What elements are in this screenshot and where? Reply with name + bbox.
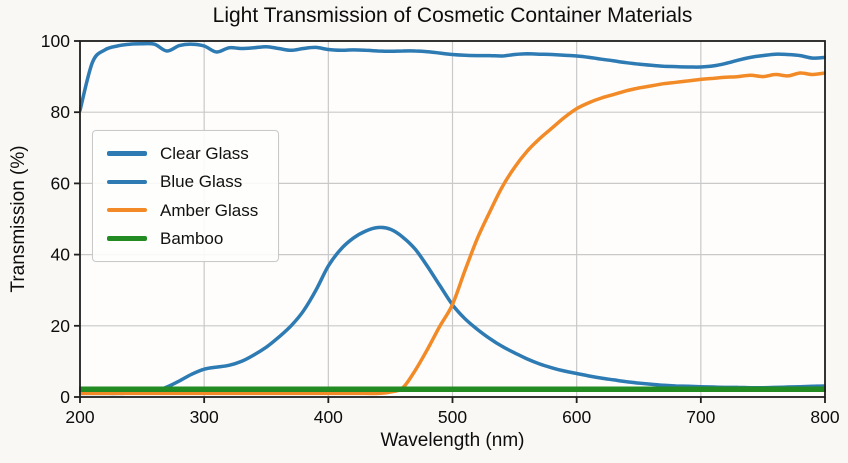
legend-swatch-bamboo — [107, 236, 147, 241]
x-tick-label: 300 — [190, 407, 219, 427]
y-tick-label: 100 — [41, 31, 70, 51]
legend-item-amber-glass: Amber Glass — [107, 200, 258, 221]
x-tick-label: 600 — [562, 407, 591, 427]
legend-item-clear-glass: Clear Glass — [107, 143, 258, 164]
x-tick-label: 400 — [314, 407, 343, 427]
x-tick-label: 200 — [65, 407, 94, 427]
legend-label: Clear Glass — [160, 144, 249, 163]
y-tick-label: 80 — [51, 102, 71, 122]
series-line-clear-glass — [79, 41, 826, 113]
series-line-amber-glass — [79, 71, 826, 396]
y-axis-label: Transmission (%) — [8, 145, 29, 293]
y-tick-label: 20 — [51, 316, 71, 336]
chart-title: Light Transmission of Cosmetic Container… — [212, 4, 693, 27]
legend-label: Blue Glass — [160, 172, 243, 192]
y-tick-label: 40 — [51, 245, 71, 265]
legend-swatch-blue-glass — [107, 179, 147, 185]
x-tick-label: 700 — [686, 407, 715, 427]
legend-swatch-clear-glass — [107, 151, 147, 156]
legend-swatch-amber-glass — [107, 207, 147, 213]
x-axis-label: Wavelength (nm) — [380, 430, 525, 451]
x-tick-label: 500 — [438, 407, 467, 427]
x-tick-label: 800 — [810, 407, 839, 427]
y-tick-label: 0 — [60, 387, 70, 407]
legend-label: Amber Glass — [160, 200, 259, 220]
legend-label: Bamboo — [160, 228, 224, 248]
legend-item-blue-glass: Blue Glass — [107, 171, 258, 192]
legend-item-bamboo: Bamboo — [107, 228, 258, 249]
y-tick-label: 60 — [51, 173, 71, 193]
legend: Clear Glass Blue Glass Amber Glass Bamboo — [92, 130, 280, 262]
